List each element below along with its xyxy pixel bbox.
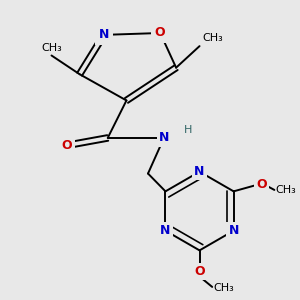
Text: N: N (99, 28, 109, 41)
Text: N: N (159, 131, 169, 144)
Text: O: O (61, 139, 72, 152)
Text: CH₃: CH₃ (202, 33, 223, 43)
Text: N: N (160, 224, 171, 237)
Text: N: N (228, 224, 239, 237)
Text: N: N (194, 165, 205, 178)
Text: CH₃: CH₃ (276, 185, 296, 195)
Text: O: O (155, 26, 166, 40)
Text: CH₃: CH₃ (214, 283, 234, 293)
Text: O: O (194, 265, 205, 278)
Text: H: H (184, 125, 193, 135)
Text: O: O (256, 178, 267, 191)
Text: CH₃: CH₃ (41, 43, 62, 53)
